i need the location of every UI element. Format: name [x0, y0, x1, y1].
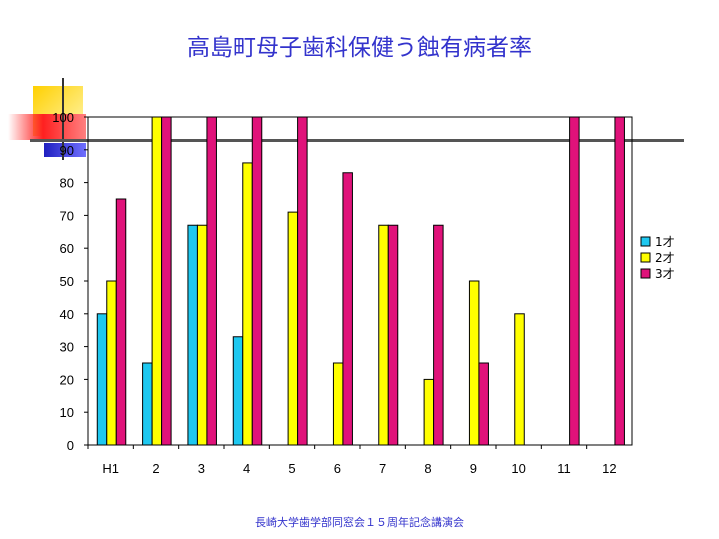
bar-2 [378, 224, 389, 446]
x-tick-label: 8 [424, 461, 431, 476]
y-tick-label: 10 [60, 405, 74, 420]
y-tick-label: 70 [60, 208, 74, 223]
bar-3 [614, 116, 625, 446]
x-tick-label: 3 [198, 461, 205, 476]
x-tick-label: 6 [334, 461, 341, 476]
y-tick-label: 0 [67, 438, 74, 453]
decorative-horizontal-line [30, 139, 684, 142]
legend-label: 2才 [655, 251, 675, 265]
x-tick-label: 7 [379, 461, 386, 476]
bar-3 [387, 224, 399, 446]
bar-3 [161, 116, 172, 446]
x-tick-label: 11 [557, 461, 571, 476]
bar-1 [96, 313, 108, 446]
x-tick-label: 2 [152, 461, 159, 476]
bar-3 [297, 116, 308, 446]
bar-2 [287, 211, 299, 446]
bar-2 [468, 280, 480, 446]
bar-3 [251, 116, 263, 446]
bar-2 [196, 224, 208, 446]
y-tick-label: 100 [52, 110, 74, 125]
bar-2 [332, 362, 344, 446]
y-tick-label: 60 [60, 241, 74, 256]
bar-2 [423, 378, 435, 446]
x-tick-label: 10 [511, 461, 525, 476]
y-tick-label: 90 [60, 143, 74, 158]
bar-1 [142, 362, 153, 446]
bar-3 [342, 172, 353, 446]
decorative-blue-bar [44, 143, 86, 157]
x-tick-label: H1 [102, 461, 119, 476]
y-tick-label: 20 [60, 372, 74, 387]
bar-3 [433, 224, 444, 446]
y-tick-label: 80 [60, 176, 74, 191]
x-tick-label: 5 [288, 461, 295, 476]
bar-3 [115, 198, 127, 446]
bar-3 [478, 362, 489, 446]
decorative-vertical-line [62, 78, 64, 160]
page-title: 高島町母子歯科保健う蝕有病者率 [187, 35, 532, 61]
bar-3 [569, 116, 580, 446]
bar-3 [206, 116, 217, 446]
legend-swatch [640, 268, 651, 279]
bar-2 [151, 116, 163, 446]
footer-text: 長崎大学歯学部同窓会１５周年記念講演会 [255, 516, 464, 529]
bar-1 [187, 224, 198, 446]
legend-swatch [640, 252, 651, 263]
x-tick-label: 12 [602, 461, 616, 476]
bar-2 [242, 162, 253, 446]
legend-label: 3才 [655, 267, 675, 281]
x-tick-label: 4 [243, 461, 250, 476]
decorative-red-bar [8, 114, 86, 140]
bar-2 [106, 280, 117, 446]
legend-label: 1才 [655, 235, 675, 249]
y-tick-label: 50 [60, 274, 74, 289]
legend-swatch [640, 236, 651, 247]
y-tick-label: 40 [60, 307, 74, 322]
bar-1 [232, 336, 244, 446]
bar-2 [514, 313, 525, 446]
x-tick-label: 9 [470, 461, 477, 476]
y-tick-label: 30 [60, 340, 74, 355]
